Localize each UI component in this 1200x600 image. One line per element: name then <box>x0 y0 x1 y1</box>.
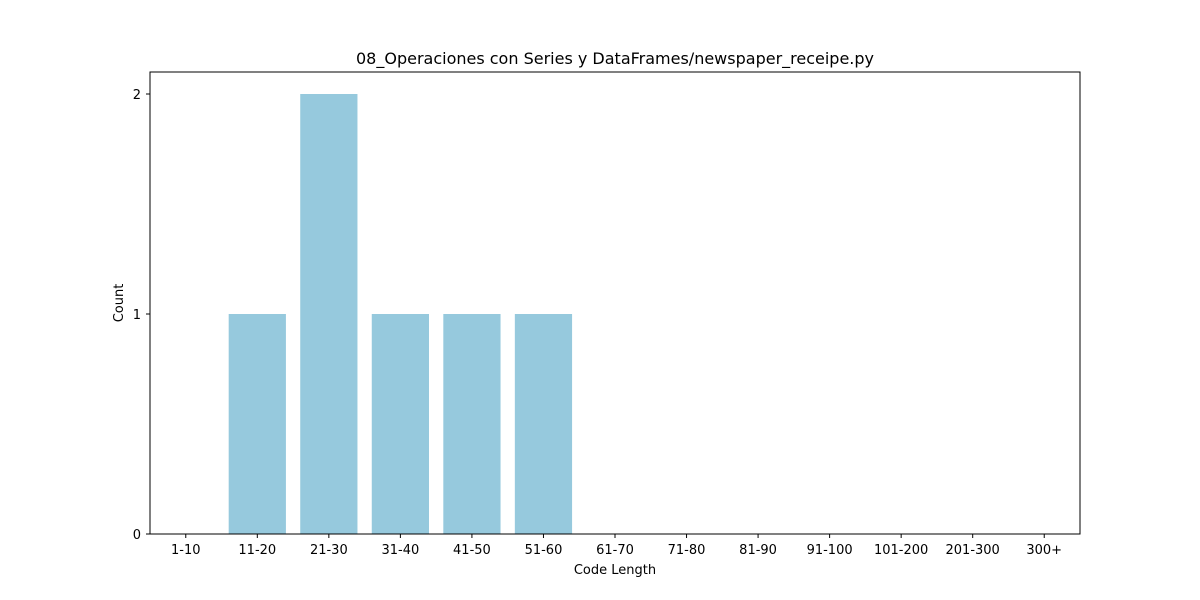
x-tick-label: 1-10 <box>171 543 201 558</box>
x-tick-label: 101-200 <box>874 543 928 558</box>
y-axis-ticks: 0 1 2 <box>133 88 150 543</box>
bar-51-60 <box>514 314 573 534</box>
y-tick-label: 0 <box>133 528 141 543</box>
x-axis-label: Code Length <box>574 563 656 578</box>
x-tick-label: 21-30 <box>310 543 348 558</box>
bar-21-30 <box>300 94 358 534</box>
y-tick-label: 2 <box>133 88 141 103</box>
bar-31-40 <box>371 314 429 534</box>
x-tick-label: 81-90 <box>739 543 777 558</box>
x-tick-label: 201-300 <box>946 543 1000 558</box>
x-tick-label: 71-80 <box>668 543 706 558</box>
plot-area-frame <box>149 71 1081 535</box>
x-tick-label: 51-60 <box>525 543 563 558</box>
bar-41-50 <box>443 314 501 534</box>
bars-group <box>228 94 573 534</box>
x-tick-label: 61-70 <box>596 543 634 558</box>
bar-11-20 <box>228 314 286 534</box>
x-tick-label: 300+ <box>1026 543 1062 558</box>
x-axis-ticks: 1-10 11-20 21-30 31-40 41-50 51-60 61-70 71-80 8… <box>171 534 1062 558</box>
x-tick-label: 41-50 <box>453 543 491 558</box>
x-tick-label: 11-20 <box>238 543 276 558</box>
y-tick-label: 1 <box>133 308 141 323</box>
chart-title: 08_Operaciones con Series y DataFrames/n… <box>356 49 874 69</box>
y-axis-label: Count <box>112 284 127 323</box>
x-tick-label: 91-100 <box>807 543 853 558</box>
x-tick-label: 31-40 <box>381 543 419 558</box>
